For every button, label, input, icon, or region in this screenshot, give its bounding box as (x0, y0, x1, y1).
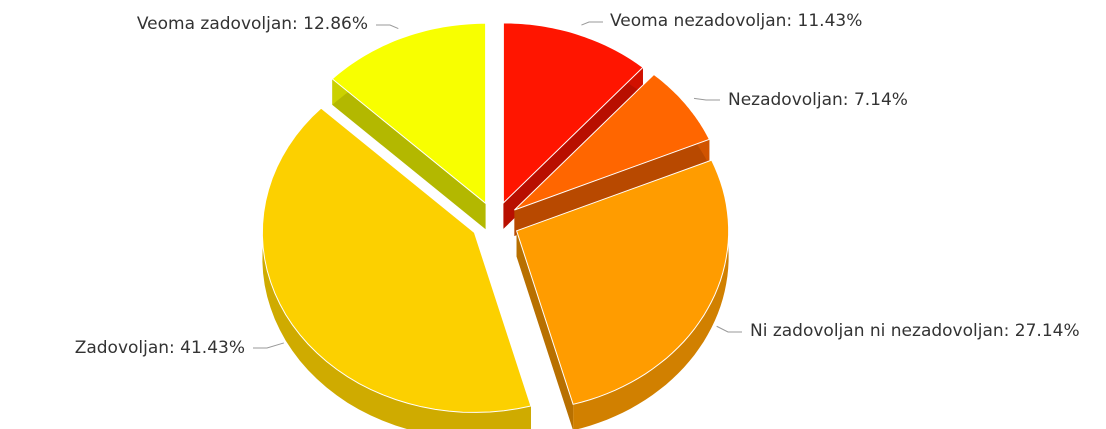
slice-label: Veoma zadovoljan: 12.86% (136, 14, 368, 34)
slice-label: Nezadovoljan: 7.14% (728, 90, 908, 110)
pie-slice (261, 107, 532, 413)
slice-label: Ni zadovoljan ni nezadovoljan: 27.14% (750, 321, 1080, 341)
leader-line (376, 24, 399, 30)
slice-wall (332, 78, 486, 230)
leader-line (253, 342, 284, 349)
slice-label: Zadovoljan: 41.43% (74, 338, 245, 358)
pie-slice (514, 73, 710, 211)
pie-slice (515, 159, 730, 405)
slice-wall (514, 139, 710, 236)
leader-line (693, 97, 720, 101)
leader-line (581, 21, 603, 26)
slice-label: Veoma nezadovoljan: 11.43% (610, 11, 863, 31)
pie-slice (502, 22, 644, 205)
pie-slice (331, 22, 487, 205)
leader-line (716, 325, 742, 333)
slice-wall (516, 230, 574, 429)
